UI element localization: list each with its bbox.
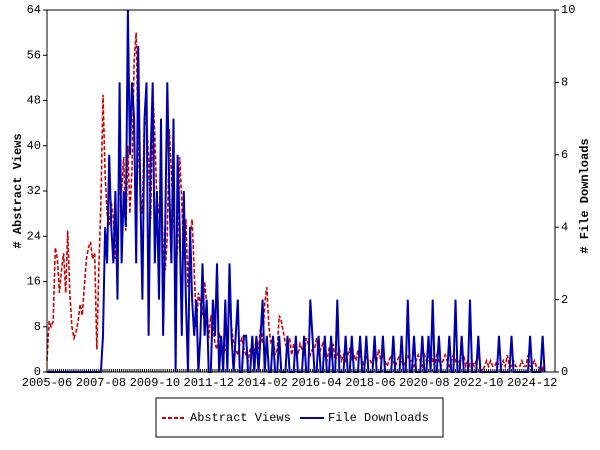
- y-tick-label: 24: [27, 229, 41, 243]
- y-tick-label: 64: [27, 3, 41, 17]
- y-tick-label: 0: [34, 365, 41, 379]
- x-tick-label: 2016-04: [291, 376, 341, 390]
- y-tick-label: 8: [34, 320, 41, 334]
- x-tick-label: 2014-02: [237, 376, 287, 390]
- y2-tick-label: 10: [561, 3, 575, 17]
- y2-tick-label: 6: [561, 148, 568, 162]
- y2-axis-title: # File Downloads: [578, 138, 592, 253]
- y-tick-label: 48: [27, 94, 41, 108]
- y-tick-label: 40: [27, 139, 41, 153]
- x-tick-label: 2022-10: [453, 376, 503, 390]
- x-tick-label: 2005-06: [22, 376, 72, 390]
- x-tick-label: 2011-12: [184, 376, 234, 390]
- y2-tick-label: 8: [561, 76, 568, 90]
- y-axis-title: # Abstract Views: [11, 133, 25, 248]
- y-tick-label: 32: [27, 184, 41, 198]
- legend-label: File Downloads: [328, 411, 429, 425]
- x-tick-label: 2020-08: [399, 376, 449, 390]
- series-line: [47, 9, 546, 373]
- y2-tick-label: 4: [561, 220, 568, 234]
- y-tick-label: 16: [27, 275, 41, 289]
- legend-label: Abstract Views: [190, 411, 291, 425]
- y-tick-label: 56: [27, 48, 41, 62]
- legend-box: [155, 397, 444, 438]
- x-tick-label: 2009-10: [130, 376, 180, 390]
- y2-tick-label: 0: [561, 365, 568, 379]
- plot-frame: [46, 9, 556, 373]
- x-tick-label: 2018-06: [345, 376, 395, 390]
- x-tick-label: 2024-12: [507, 376, 557, 390]
- x-tick-label: 2007-08: [76, 376, 126, 390]
- y2-tick-label: 2: [561, 293, 568, 307]
